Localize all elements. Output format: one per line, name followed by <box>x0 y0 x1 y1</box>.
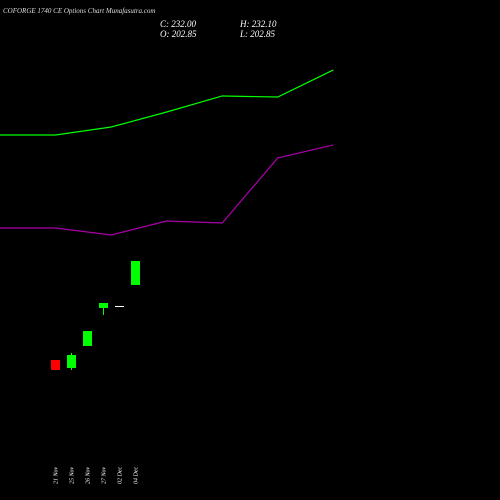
indicator-line <box>0 144 334 236</box>
ohlc-close: C: 232.00 <box>160 19 197 29</box>
ohlc-open: O: 202.85 <box>160 29 197 39</box>
ohlc-high: H: 232.10 <box>239 19 277 29</box>
candle-body <box>67 354 76 368</box>
candle-body <box>83 331 92 347</box>
x-tick-label: 26 Nov <box>86 466 92 484</box>
candle-body <box>99 302 108 308</box>
candle-body <box>131 260 140 285</box>
x-tick-label: 21 Nov <box>54 466 60 484</box>
x-tick-label: 02 Dec <box>118 467 124 484</box>
x-tick-label: 25 Nov <box>70 466 76 484</box>
chart-title: COFORGE 1740 CE Options Chart Munafasutr… <box>3 7 155 15</box>
candle-body <box>51 360 60 370</box>
candle-body <box>115 306 124 308</box>
indicator-line <box>0 69 334 136</box>
x-tick-label: 27 Nov <box>102 466 108 484</box>
x-tick-label: 04 Dec <box>133 467 140 484</box>
ohlc-low: L: 202.85 <box>239 29 276 39</box>
